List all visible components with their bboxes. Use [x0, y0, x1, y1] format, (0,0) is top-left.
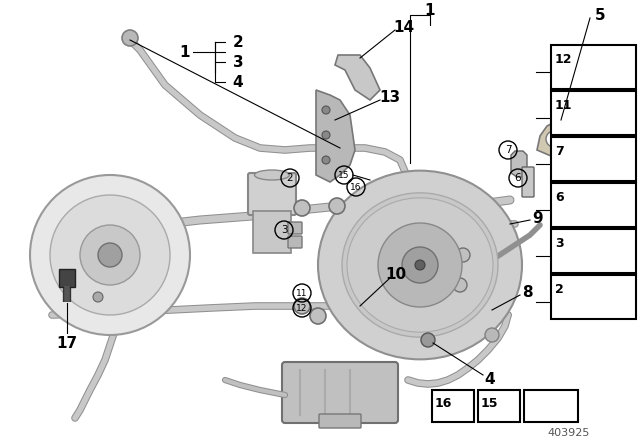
Circle shape — [329, 198, 345, 214]
Circle shape — [30, 175, 190, 335]
Text: 2: 2 — [287, 173, 293, 183]
FancyBboxPatch shape — [59, 269, 75, 287]
Circle shape — [322, 156, 330, 164]
Text: 13: 13 — [380, 90, 401, 104]
Polygon shape — [511, 151, 527, 177]
Text: 12: 12 — [296, 303, 308, 313]
Circle shape — [322, 106, 330, 114]
Text: 7: 7 — [505, 145, 511, 155]
Text: 3: 3 — [281, 225, 287, 235]
Ellipse shape — [347, 198, 493, 332]
Text: 15: 15 — [339, 171, 349, 180]
Circle shape — [80, 225, 140, 285]
Text: 3: 3 — [233, 55, 243, 69]
Circle shape — [546, 131, 562, 147]
Circle shape — [50, 195, 170, 315]
Circle shape — [294, 200, 310, 216]
Text: 9: 9 — [532, 211, 543, 225]
Bar — [551, 91, 636, 135]
Bar — [551, 229, 636, 273]
Ellipse shape — [342, 193, 498, 337]
Bar — [551, 275, 636, 319]
Text: 2: 2 — [232, 34, 243, 49]
Bar — [551, 183, 636, 227]
Text: 12: 12 — [555, 53, 573, 66]
Text: 3: 3 — [555, 237, 564, 250]
FancyBboxPatch shape — [288, 222, 302, 234]
Text: 7: 7 — [555, 145, 564, 158]
Circle shape — [378, 223, 462, 307]
Text: 1: 1 — [425, 3, 435, 17]
Text: 11: 11 — [296, 289, 308, 297]
Circle shape — [453, 278, 467, 292]
Circle shape — [322, 131, 330, 139]
Text: 6: 6 — [515, 173, 522, 183]
Bar — [551, 45, 636, 89]
Text: 5: 5 — [595, 8, 605, 22]
Circle shape — [415, 260, 425, 270]
Bar — [432, 390, 474, 422]
Text: 15: 15 — [481, 397, 499, 410]
Text: 8: 8 — [522, 284, 532, 300]
Text: 16: 16 — [435, 397, 452, 410]
FancyBboxPatch shape — [248, 173, 296, 215]
Text: 14: 14 — [394, 20, 415, 34]
Text: 11: 11 — [555, 99, 573, 112]
Bar — [478, 390, 520, 422]
Circle shape — [485, 328, 499, 342]
FancyBboxPatch shape — [522, 167, 534, 197]
Text: 6: 6 — [555, 191, 564, 204]
Polygon shape — [316, 90, 355, 182]
Polygon shape — [537, 120, 571, 158]
Circle shape — [456, 248, 470, 262]
Bar — [551, 137, 636, 181]
Circle shape — [421, 333, 435, 347]
Circle shape — [402, 247, 438, 283]
Text: 4: 4 — [233, 74, 243, 90]
Polygon shape — [335, 55, 380, 100]
Text: 4: 4 — [484, 371, 495, 387]
Circle shape — [98, 243, 122, 267]
Bar — [524, 390, 578, 422]
FancyBboxPatch shape — [319, 414, 361, 428]
Text: 2: 2 — [555, 283, 564, 296]
Ellipse shape — [318, 171, 522, 359]
Circle shape — [310, 308, 326, 324]
Ellipse shape — [255, 170, 289, 180]
Circle shape — [93, 292, 103, 302]
Text: 17: 17 — [56, 336, 77, 350]
FancyBboxPatch shape — [282, 362, 398, 423]
FancyBboxPatch shape — [253, 211, 291, 253]
Text: 16: 16 — [350, 182, 362, 191]
Circle shape — [294, 298, 310, 314]
Circle shape — [122, 30, 138, 46]
Text: 403925: 403925 — [548, 428, 590, 438]
Text: 10: 10 — [385, 267, 406, 281]
FancyBboxPatch shape — [288, 236, 302, 248]
Text: 1: 1 — [180, 44, 190, 60]
